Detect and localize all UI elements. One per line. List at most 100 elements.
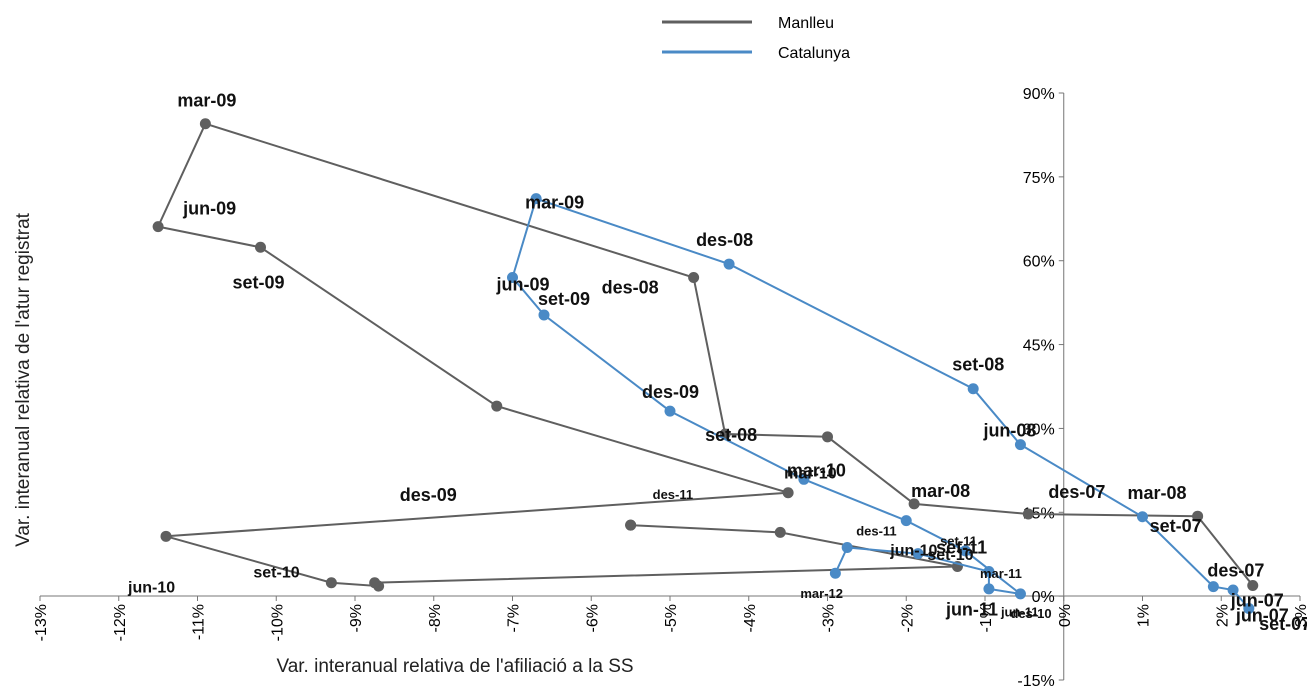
point-catalunya-des-11 [841, 542, 853, 554]
point-manlleu-jun-10 [160, 530, 172, 542]
point-catalunya-des-10 [1014, 588, 1026, 600]
x-tick-label: -8% [427, 604, 444, 632]
point-label-manlleu-des-11: des-11 [653, 487, 693, 502]
y-tick-label: 30% [1023, 421, 1055, 438]
point-label-manlleu-set-10: set-10 [253, 565, 299, 582]
x-tick-label: 1% [1136, 604, 1153, 627]
point-label-catalunya-jun-10: jun-10 [889, 543, 937, 560]
point-label-catalunya-set-08: set-08 [952, 355, 1004, 375]
x-tick-label: -4% [742, 604, 759, 632]
point-catalunya-jun-08 [1014, 439, 1026, 451]
point-label-catalunya-mar-08: mar-08 [1128, 483, 1187, 503]
point-catalunya-set-10 [959, 545, 971, 557]
point-catalunya-des-08 [723, 258, 735, 270]
x-tick-label: -13% [33, 604, 50, 641]
point-label-catalunya-jun-08: jun-08 [982, 421, 1036, 441]
x-tick-label: -11% [191, 604, 208, 640]
point-manlleu-des-07 [1022, 508, 1034, 520]
point-manlleu-des-09 [491, 400, 503, 412]
point-label-catalunya-jun-07: jun-07 [1235, 605, 1289, 625]
point-label-catalunya-mar-11: mar-11 [980, 566, 1022, 581]
point-label-manlleu-mar-10: mar-10 [784, 466, 837, 483]
point-manlleu-jun-09 [152, 221, 164, 233]
point-catalunya-set-08 [967, 383, 979, 395]
point-label-catalunya-des-10: des-10 [1010, 606, 1051, 621]
x-tick-label: -5% [663, 604, 680, 632]
y-tick-label: 0% [1032, 589, 1055, 606]
point-manlleu-mar-12 [625, 519, 637, 531]
point-label-catalunya-des-11: des-11 [856, 524, 896, 539]
point-catalunya-mar-12 [829, 567, 841, 579]
point-manlleu-mar-11 [369, 577, 381, 589]
point-manlleu-des-08 [688, 271, 700, 283]
point-catalunya-jun-11 [983, 566, 995, 578]
point-catalunya-jun-07 [1243, 602, 1255, 614]
point-catalunya-mar-10 [798, 473, 810, 485]
series-line-manlleu [156, 122, 1254, 588]
x-tick-label: -12% [112, 604, 129, 641]
point-manlleu-set-10 [325, 577, 337, 589]
point-catalunya-mar-08 [1137, 511, 1148, 523]
point-label-catalunya-jun-09: jun-09 [496, 274, 550, 294]
point-labels: mar-09jun-09set-09des-09des-08set-08mar-… [127, 91, 1307, 634]
point-label-catalunya-set-09: set-09 [538, 289, 590, 309]
point-manlleu-mar-08 [908, 498, 920, 510]
x-tick-label: 3% [1293, 604, 1307, 627]
point-catalunya-set-07 [1227, 584, 1239, 596]
point-label-catalunya-des-08: des-08 [696, 230, 753, 250]
y-tick-label: 45% [1023, 338, 1055, 355]
point-manlleu-mar-10 [782, 487, 794, 499]
point-label-manlleu-jun-10: jun-10 [127, 579, 175, 596]
point-catalunya-mar-09 [530, 193, 542, 205]
axes: -13% -12% -11% -10% -9% -8% -7% -6% -5% -4% -3% -2%… [33, 86, 1307, 686]
point-catalunya-jun-09 [507, 271, 518, 283]
point-label-manlleu-jun-07: jun-07 [1230, 591, 1284, 611]
x-tick-label: -10% [269, 604, 286, 641]
point-manlleu-set-11 [774, 526, 786, 538]
point-label-manlleu-jun-09: jun-09 [182, 199, 236, 219]
y-tick-label: -15% [1017, 673, 1054, 686]
point-catalunya-set-11 [912, 548, 924, 560]
point-label-manlleu-set-07: set-07 [1150, 516, 1202, 536]
point-label-catalunya-mar-09: mar-09 [525, 193, 584, 213]
point-label-manlleu-mar-08: mar-08 [911, 481, 970, 501]
series-layer [152, 118, 1259, 614]
point-label-catalunya-set-07: set-07 [1259, 614, 1307, 634]
point-catalunya-des-07 [1207, 581, 1219, 593]
point-label-catalunya-jun-11: jun-11 [1000, 605, 1039, 620]
point-manlleu-mar-09 [199, 118, 211, 130]
legend-label-manlleu: Manlleu [778, 15, 834, 32]
point-catalunya-des-09 [664, 405, 676, 417]
point-label-catalunya-jun-11: jun-11 [945, 600, 998, 620]
point-manlleu-jun-08 [822, 431, 833, 443]
point-label-catalunya-mar-10: mar-10 [787, 460, 846, 480]
x-tick-label: 0% [1057, 604, 1074, 627]
point-label-catalunya-des-07: des-07 [1207, 561, 1264, 581]
point-manlleu-jun-07 [1247, 580, 1259, 592]
point-label-manlleu-set-09: set-09 [233, 272, 285, 292]
point-label-manlleu-des-08: des-08 [602, 277, 659, 297]
point-label-catalunya-des-09: des-09 [642, 382, 699, 402]
point-label-catalunya-set-11: set-11 [936, 538, 987, 558]
x-axis-title: Var. interanual relativa de l'afiliació … [276, 656, 633, 677]
point-label-manlleu-des-09: des-09 [400, 485, 457, 505]
legend: Manlleu Catalunya [662, 15, 850, 62]
series-line-catalunya [511, 197, 1250, 610]
point-manlleu-set-09 [255, 241, 266, 253]
point-label-manlleu-set-08: set-08 [705, 425, 757, 445]
point-catalunya-jun-10 [900, 515, 912, 527]
point-label-catalunya-set-11: set-11 [940, 534, 977, 549]
point-catalunya-mar-11 [983, 583, 995, 595]
x-tick-label: -9% [348, 604, 365, 632]
y-tick-label: 60% [1023, 254, 1055, 271]
point-label-catalunya-set-10: set-10 [927, 547, 973, 564]
x-tick-label: -7% [506, 604, 523, 632]
x-tick-label: -6% [584, 604, 601, 632]
x-tick-label: -2% [899, 604, 916, 632]
y-tick-label: 75% [1023, 170, 1055, 187]
legend-label-catalunya: Catalunya [778, 45, 850, 62]
point-manlleu-set-07 [1192, 510, 1204, 522]
y-tick-label: 90% [1023, 86, 1055, 103]
point-label-manlleu-mar-09: mar-09 [177, 91, 236, 111]
